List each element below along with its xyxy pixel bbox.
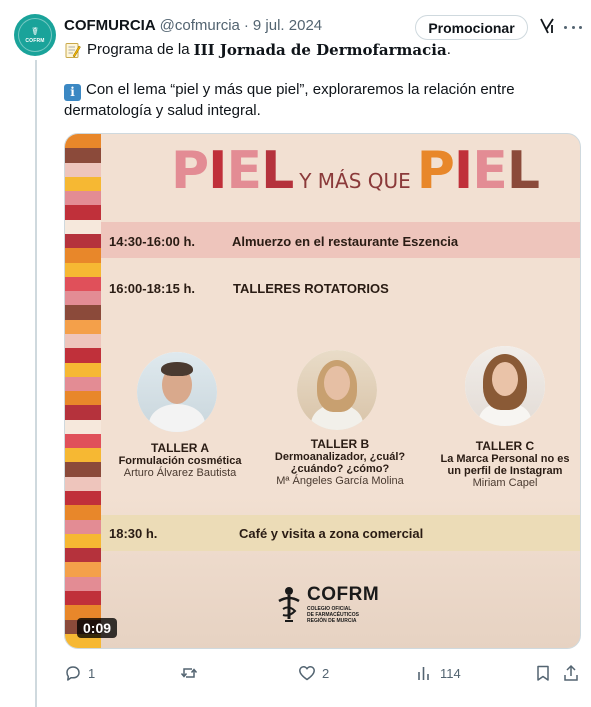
video-media[interactable]: PIEL Y MÁS QUE PIEL 14:30-16:00 h. Almue… xyxy=(64,133,581,649)
taller-a-title: Formulación cosmética xyxy=(118,455,242,467)
speaker-photo-b xyxy=(297,350,377,430)
logo-sub3: REGIÓN DE MURCIA xyxy=(307,618,357,624)
separator: · xyxy=(243,16,249,34)
taller-a-person: Arturo Álvarez Bautista xyxy=(123,467,237,479)
title-mid: Y MÁS QUE xyxy=(299,169,411,193)
taller-c-name: TALLER C xyxy=(475,439,535,453)
logo-name: COFRM xyxy=(307,584,380,605)
agenda-label: Almuerzo en el restaurante Eszencia xyxy=(232,234,459,249)
speaker-photo-c xyxy=(465,346,545,426)
taller-c-person: Miriam Capel xyxy=(472,477,538,489)
taller-b: TALLER B Dermoanalizador, ¿cuál? ¿cuándo… xyxy=(265,437,415,488)
title-left: PIEL xyxy=(171,141,294,201)
retweet-icon xyxy=(180,668,198,678)
cofrm-logo: COFRM COLEGIO OFICIAL DE FARMACÉUTICOS R… xyxy=(275,584,379,624)
avatar-text: COFRM xyxy=(25,37,45,44)
line1-suffix: . xyxy=(446,41,451,58)
thread-line xyxy=(35,60,37,707)
logo-text: COFRM COLEGIO OFICIAL DE FARMACÉUTICOS R… xyxy=(307,584,379,624)
action-bar: 1 2 114 xyxy=(64,662,584,684)
like-button[interactable]: 2 xyxy=(298,662,329,684)
taller-a: TALLER A Formulación cosmética Arturo Ál… xyxy=(105,441,255,480)
memo-icon xyxy=(65,42,81,58)
reply-count: 1 xyxy=(88,665,96,681)
avatar[interactable]: ☤ COFRM xyxy=(14,14,56,56)
tweet-date[interactable]: 9 jul. 2024 xyxy=(252,16,323,34)
taller-b-title: Dermoanalizador, ¿cuál? ¿cuándo? ¿cómo? xyxy=(274,451,406,475)
agenda-label: TALLERES ROTATORIOS xyxy=(233,281,389,296)
views-icon xyxy=(418,667,429,680)
heart-icon xyxy=(299,666,315,681)
author-handle[interactable]: @cofmurcia xyxy=(159,16,240,34)
reply-button[interactable]: 1 xyxy=(64,662,95,684)
agenda-label: Café y visita a zona comercial xyxy=(239,526,424,541)
title-right: PIEL xyxy=(416,141,540,201)
agenda-time: 16:00-18:15 h. xyxy=(109,281,195,296)
video-duration: 0:09 xyxy=(77,618,118,638)
tweet-header: COFMURCIA @cofmurcia · 9 jul. 2024 xyxy=(64,14,322,36)
tweet-text-line2: i Con el lema “piel y más que piel”, expl… xyxy=(64,80,564,121)
agenda-band-lunch xyxy=(101,222,580,258)
logo-sub1: COLEGIO OFICIAL xyxy=(307,606,352,612)
line2-text: Con el lema “piel y más que piel”, explo… xyxy=(64,81,515,119)
pharmacy-figure-icon xyxy=(278,587,300,622)
more-icon[interactable] xyxy=(564,18,582,36)
taller-b-name: TALLER B xyxy=(310,437,370,451)
taller-b-person: Mª Ángeles García Molina xyxy=(276,475,404,487)
taller-c: TALLER C La Marca Personal no es un perf… xyxy=(435,439,575,490)
grok-icon[interactable] xyxy=(538,17,556,35)
logo-figure-icon: ☤ xyxy=(31,25,39,38)
like-count: 2 xyxy=(322,665,330,681)
decorative-stripes xyxy=(65,134,101,648)
avatar-logo: ☤ COFRM xyxy=(18,18,52,52)
reply-icon xyxy=(66,666,80,681)
author-name[interactable]: COFMURCIA xyxy=(64,16,156,34)
share-icon xyxy=(564,664,578,681)
agenda-time: 14:30-16:00 h. xyxy=(109,234,195,249)
poster-title: PIEL Y MÁS QUE PIEL xyxy=(135,141,575,201)
bookmark-icon xyxy=(537,665,549,681)
speaker-photo-a xyxy=(137,352,217,432)
agenda-time: 18:30 h. xyxy=(109,526,158,541)
line1-bold: III Jornada de Dermofarmacia xyxy=(193,41,447,59)
tweet-text-line1: Programa de la III Jornada de Dermofarma… xyxy=(64,40,451,60)
taller-a-name: TALLER A xyxy=(151,441,209,455)
views-button[interactable]: 114 xyxy=(416,662,461,684)
bookmark-button[interactable] xyxy=(534,662,552,684)
views-count: 114 xyxy=(440,665,461,681)
logo-sub2: DE FARMACÉUTICOS xyxy=(307,612,359,618)
promote-button[interactable]: Promocionar xyxy=(415,15,528,40)
share-button[interactable] xyxy=(562,662,580,684)
information-icon: i xyxy=(64,84,81,101)
retweet-button[interactable] xyxy=(180,662,204,684)
taller-c-title: La Marca Personal no es un perfil de Ins… xyxy=(440,453,570,477)
agenda-band-coffee xyxy=(101,515,580,551)
line1-prefix: Programa de la xyxy=(87,41,190,58)
